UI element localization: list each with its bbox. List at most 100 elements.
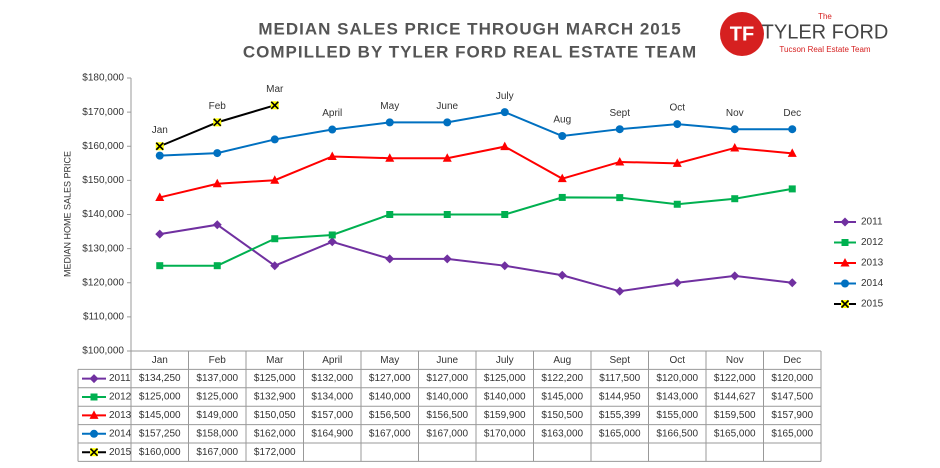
table-cell: $125,000	[139, 392, 181, 403]
marker	[500, 261, 510, 271]
table-cell: $144,627	[714, 392, 756, 403]
marker	[212, 178, 222, 188]
marker	[270, 175, 280, 184]
marker	[328, 231, 336, 239]
table-cell: $157,900	[771, 410, 813, 421]
table-cell: $167,000	[426, 428, 468, 439]
y-tick-label: $180,000	[82, 73, 124, 84]
table-cell: $162,000	[254, 428, 296, 439]
marker	[271, 235, 279, 243]
point-category-label: Sept	[609, 108, 630, 119]
point-category-label: Mar	[266, 84, 284, 95]
table-cell: $127,000	[369, 373, 411, 384]
chart-title: MEDIAN SALES PRICE THROUGH MARCH 2015	[258, 19, 681, 38]
table-cell: $163,000	[541, 428, 583, 439]
marker	[328, 125, 337, 134]
table-cell: $166,500	[656, 428, 698, 439]
point-category-label: April	[322, 108, 342, 119]
table-cell: $155,399	[599, 410, 641, 421]
marker	[841, 239, 849, 246]
table-cell: $156,500	[369, 410, 411, 421]
table-cell: $140,000	[426, 392, 468, 403]
legend-label: 2011	[861, 217, 883, 228]
marker	[213, 118, 222, 127]
marker	[155, 229, 165, 239]
logo-small: The	[818, 12, 832, 21]
table-cell: $140,000	[369, 392, 411, 403]
marker	[156, 262, 164, 270]
point-category-label: Dec	[783, 108, 801, 119]
table-cell: $150,050	[254, 410, 296, 421]
x-tick-label: Oct	[669, 355, 685, 366]
table-cell: $117,500	[599, 373, 640, 384]
table-cell: $127,000	[426, 373, 468, 384]
table-cell: $167,000	[369, 428, 411, 439]
logo-name: TYLER FORD	[762, 21, 889, 43]
marker	[442, 153, 452, 162]
table-cell: $167,000	[196, 447, 238, 458]
table-cell: $156,500	[426, 410, 468, 421]
point-category-label: June	[436, 101, 458, 112]
marker	[327, 237, 337, 247]
marker	[155, 142, 164, 151]
series-line	[159, 145, 793, 199]
x-tick-label: Jan	[152, 355, 168, 366]
table-cell: $125,000	[254, 373, 296, 384]
marker	[89, 374, 99, 384]
marker	[788, 185, 796, 193]
y-tick-label: $140,000	[82, 209, 124, 220]
table-cell: $122,000	[714, 373, 756, 384]
table-cell: $143,000	[656, 392, 698, 403]
table-cell: $120,000	[771, 373, 813, 384]
table-cell: $145,000	[139, 410, 181, 421]
marker	[500, 141, 510, 151]
point-category-label: Nov	[726, 108, 744, 119]
table-cell: $137,000	[196, 373, 238, 384]
table-cell: $170,000	[484, 428, 526, 439]
table-cell: $134,000	[311, 392, 353, 403]
series-line	[159, 111, 793, 157]
table-row-label: 2011	[109, 373, 131, 384]
marker	[385, 153, 395, 162]
table-cell: $150,500	[541, 410, 583, 421]
point-category-label: Jan	[152, 125, 168, 136]
table-cell: $164,900	[311, 428, 353, 439]
marker	[840, 299, 850, 309]
marker	[270, 135, 279, 144]
marker	[615, 156, 625, 166]
table-cell: $149,000	[196, 410, 238, 421]
point-category-label: Feb	[209, 101, 227, 112]
y-tick-label: $110,000	[83, 312, 124, 323]
table-cell: $165,000	[714, 428, 756, 439]
table-cell: $125,000	[196, 392, 238, 403]
table-cell: $132,900	[254, 392, 296, 403]
point-category-label: Oct	[669, 103, 685, 114]
marker	[212, 220, 222, 230]
table-cell: $132,000	[311, 373, 353, 384]
x-tick-label: April	[322, 355, 342, 366]
marker	[730, 142, 740, 152]
y-tick-label: $120,000	[82, 277, 124, 288]
marker	[213, 262, 221, 270]
y-tick-label: $170,000	[82, 107, 124, 118]
marker	[89, 448, 99, 457]
y-tick-label: $100,000	[82, 346, 124, 357]
table-row-label: 2014	[109, 428, 132, 439]
marker	[270, 101, 279, 110]
table-cell: $147,500	[771, 392, 813, 403]
x-tick-label: Nov	[726, 355, 744, 366]
x-tick-label: Sept	[609, 355, 630, 366]
table-cell: $140,000	[484, 392, 526, 403]
marker	[270, 261, 280, 271]
table-cell: $134,250	[139, 373, 181, 384]
marker	[501, 211, 509, 218]
marker	[385, 254, 395, 264]
logo-mark	[720, 12, 764, 56]
table-cell: $120,000	[656, 373, 698, 384]
table-cell: $165,000	[599, 428, 641, 439]
series-line	[159, 187, 793, 267]
y-tick-label: $160,000	[82, 141, 124, 152]
y-tick-label: $150,000	[82, 175, 124, 186]
marker	[442, 254, 452, 264]
marker	[672, 278, 682, 288]
